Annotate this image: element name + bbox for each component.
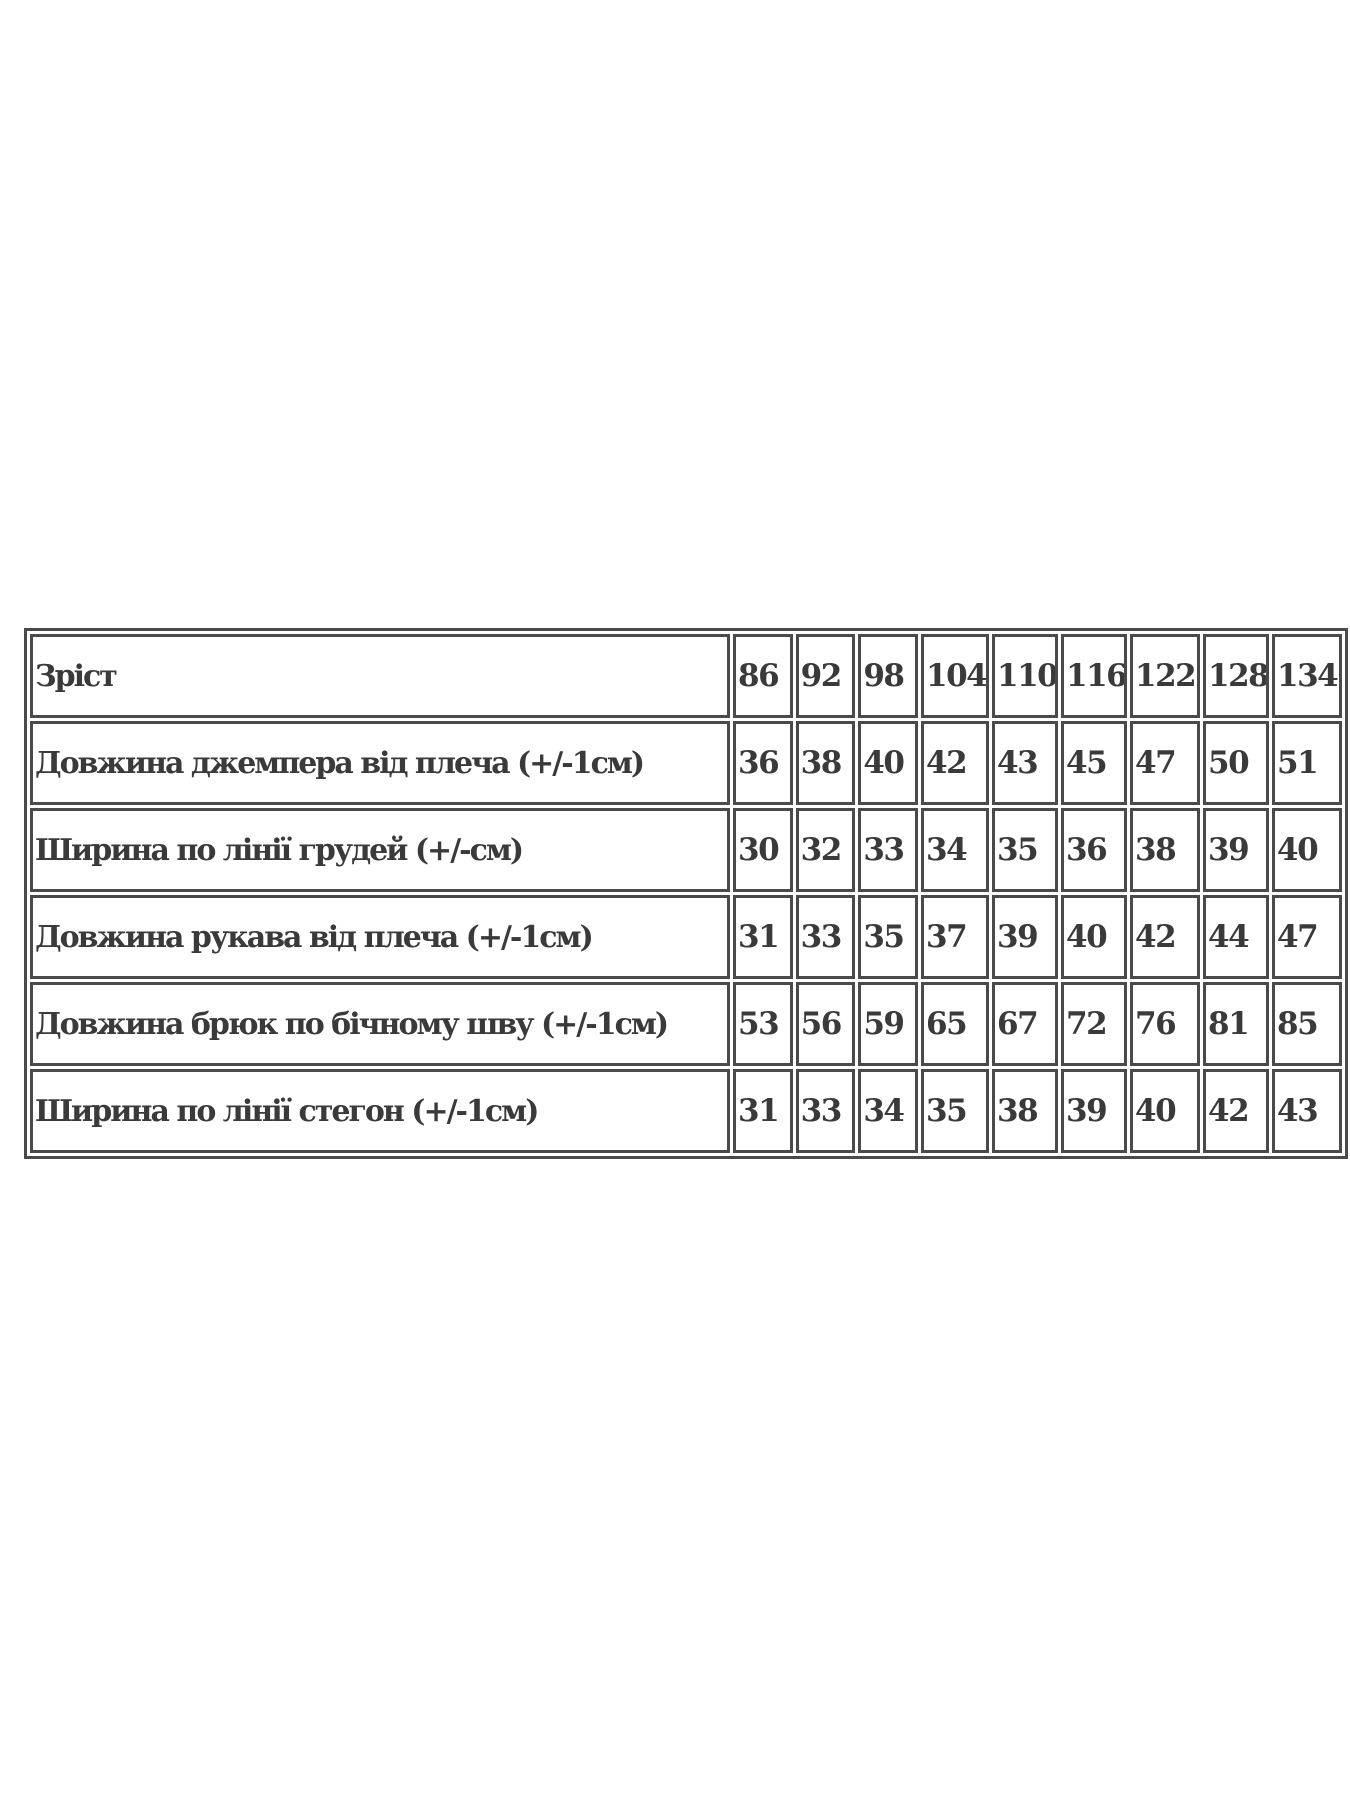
- table-cell: 38: [1130, 808, 1200, 892]
- table-cell: 37: [921, 895, 989, 979]
- table-cell: 43: [992, 721, 1058, 805]
- table-cell: 51: [1272, 721, 1342, 805]
- table-cell: 33: [858, 808, 918, 892]
- row-label: Довжина джемпера від плеча (+/-1см): [30, 721, 730, 805]
- table-row: Ширина по лінії грудей (+/-см) 30 32 33 34 35…: [30, 808, 1342, 892]
- table-cell: 134: [1272, 634, 1342, 718]
- table-cell: 86: [733, 634, 793, 718]
- table-cell: 42: [1203, 1069, 1269, 1153]
- table-row: Довжина рукава від плеча (+/-1см) 31 33 35 3…: [30, 895, 1342, 979]
- table-cell: 85: [1272, 982, 1342, 1066]
- table-cell: 40: [1130, 1069, 1200, 1153]
- table-cell: 104: [921, 634, 989, 718]
- table-cell: 53: [733, 982, 793, 1066]
- row-label: Довжина рукава від плеча (+/-1см): [30, 895, 730, 979]
- header-row: Зріст 86 92 98 104 110 116 122 128 134: [30, 634, 1342, 718]
- table-cell: 31: [733, 1069, 793, 1153]
- table-cell: 43: [1272, 1069, 1342, 1153]
- table-cell: 38: [992, 1069, 1058, 1153]
- table-cell: 35: [858, 895, 918, 979]
- table-cell: 30: [733, 808, 793, 892]
- table-cell: 67: [992, 982, 1058, 1066]
- table-cell: 42: [1130, 895, 1200, 979]
- table-cell: 38: [795, 721, 856, 805]
- table-cell: 40: [1061, 895, 1127, 979]
- size-chart: Зріст 86 92 98 104 110 116 122 128 134 Довжина дже…: [24, 628, 1348, 1159]
- table-cell: 81: [1203, 982, 1269, 1066]
- row-label: Зріст: [30, 634, 730, 718]
- table-cell: 40: [858, 721, 918, 805]
- table-cell: 31: [733, 895, 793, 979]
- table-cell: 45: [1061, 721, 1127, 805]
- table-cell: 36: [733, 721, 793, 805]
- table-cell: 36: [1061, 808, 1127, 892]
- table-cell: 98: [858, 634, 918, 718]
- table-cell: 47: [1272, 895, 1342, 979]
- table-cell: 34: [858, 1069, 918, 1153]
- table-cell: 92: [795, 634, 856, 718]
- row-label: Ширина по лінії грудей (+/-см): [30, 808, 730, 892]
- table-cell: 32: [795, 808, 856, 892]
- table-row: Довжина брюк по бічному шву (+/-1см) 53 56…: [30, 982, 1342, 1066]
- table-row: Довжина джемпера від плеча (+/-1см) 36 38 4…: [30, 721, 1342, 805]
- table-cell: 56: [795, 982, 856, 1066]
- row-label: Довжина брюк по бічному шву (+/-1см): [30, 982, 730, 1066]
- table-cell: 65: [921, 982, 989, 1066]
- table-cell: 59: [858, 982, 918, 1066]
- table-cell: 128: [1203, 634, 1269, 718]
- table-cell: 110: [992, 634, 1058, 718]
- size-table: Зріст 86 92 98 104 110 116 122 128 134 Довжина дже…: [24, 628, 1348, 1159]
- table-cell: 72: [1061, 982, 1127, 1066]
- table-cell: 40: [1272, 808, 1342, 892]
- table-row: Ширина по лінії стегон (+/-1см) 31 33 34 35 3…: [30, 1069, 1342, 1153]
- table-cell: 39: [1061, 1069, 1127, 1153]
- table-cell: 47: [1130, 721, 1200, 805]
- table-cell: 116: [1061, 634, 1127, 718]
- table-cell: 33: [795, 1069, 856, 1153]
- table-cell: 76: [1130, 982, 1200, 1066]
- table-cell: 50: [1203, 721, 1269, 805]
- table-cell: 35: [992, 808, 1058, 892]
- table-cell: 35: [921, 1069, 989, 1153]
- table-cell: 44: [1203, 895, 1269, 979]
- row-label: Ширина по лінії стегон (+/-1см): [30, 1069, 730, 1153]
- table-cell: 33: [795, 895, 856, 979]
- table-cell: 42: [921, 721, 989, 805]
- table-cell: 34: [921, 808, 989, 892]
- table-cell: 39: [992, 895, 1058, 979]
- table-cell: 39: [1203, 808, 1269, 892]
- table-cell: 122: [1130, 634, 1200, 718]
